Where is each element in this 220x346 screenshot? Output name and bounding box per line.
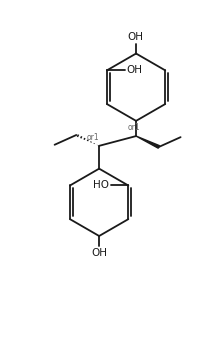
Text: or1: or1 (128, 123, 140, 132)
Text: or1: or1 (86, 133, 99, 142)
Text: HO: HO (93, 181, 109, 191)
Text: OH: OH (126, 65, 143, 75)
Text: OH: OH (127, 31, 143, 42)
Polygon shape (136, 136, 160, 148)
Text: OH: OH (91, 248, 107, 258)
